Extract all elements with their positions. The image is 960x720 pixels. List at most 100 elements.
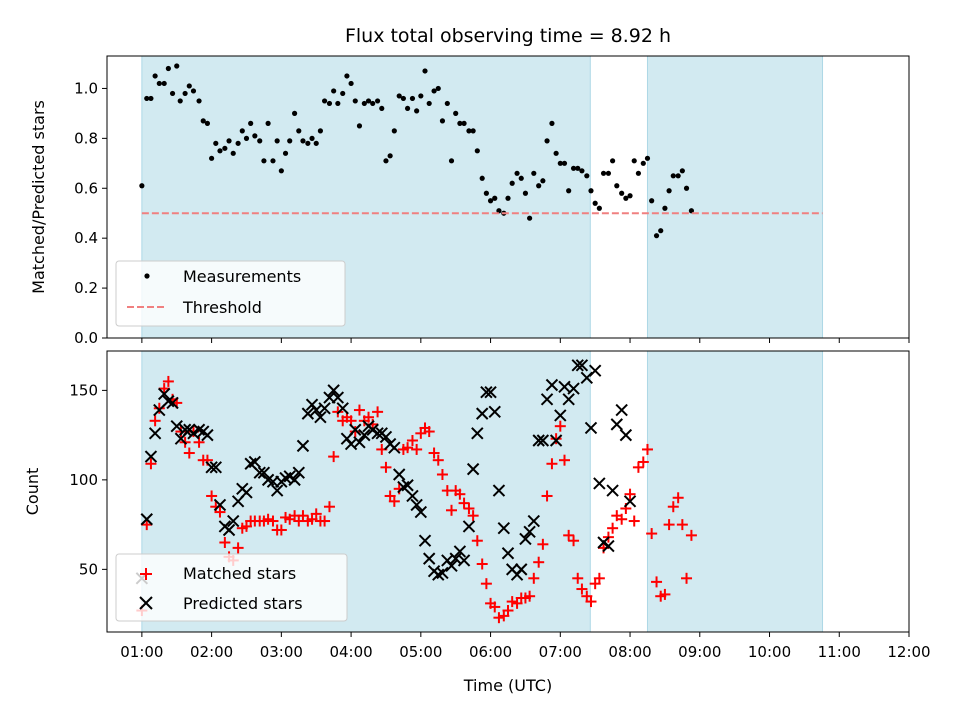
predicted-star-point: [466, 462, 480, 476]
measurement-point: [566, 188, 572, 194]
measurement-point: [161, 80, 167, 87]
predicted-star-point: [248, 455, 262, 469]
measurement-point: [335, 100, 341, 107]
predicted-star-point: [296, 439, 310, 453]
predicted-star-point: [619, 428, 633, 442]
measurement-point: [182, 90, 188, 97]
measurement-point: [248, 120, 254, 126]
measurement-point: [584, 173, 590, 179]
measurement-point: [431, 88, 437, 94]
predicted-star-point: [532, 434, 545, 447]
measurement-point: [252, 133, 258, 139]
measurement-point: [391, 128, 397, 134]
matched-star-point: [506, 596, 518, 608]
predicted-star-point: [227, 514, 240, 528]
measurement-point: [287, 138, 293, 144]
measurement-point: [675, 173, 681, 179]
matched-star-point: [489, 601, 501, 613]
observing-window-shading-bottom: [141, 350, 824, 633]
measurement-point: [688, 208, 695, 214]
measurement-point: [414, 108, 420, 114]
matched-star-point: [651, 576, 663, 588]
bottom-y-axis: 50 100 150: [69, 381, 107, 578]
matched-star-point: [463, 503, 475, 515]
matched-star-point: [493, 612, 505, 624]
top-axes-frame: [106, 55, 910, 339]
legend-measurements-marker: [144, 273, 150, 279]
measurement-point: [400, 95, 406, 102]
measurement-point: [492, 195, 498, 201]
measurement-point: [156, 80, 162, 87]
matched-star-point: [206, 490, 218, 502]
legend-matched-marker: [140, 568, 152, 580]
x-axis-label: Time (UTC): [463, 676, 552, 695]
matched-star-point: [480, 578, 492, 590]
predicted-star-point: [392, 468, 406, 481]
measurement-point: [265, 120, 271, 126]
predicted-star-point: [166, 396, 179, 410]
predicted-star-point: [140, 513, 153, 526]
measurement-point: [653, 233, 660, 239]
measurement-point: [270, 158, 276, 164]
measurement-point: [148, 95, 154, 102]
measurement-point: [222, 145, 228, 151]
predicted-star-point: [562, 393, 575, 406]
x-tick-label: 11:00: [818, 643, 861, 661]
matched-star-point: [162, 375, 174, 387]
measurement-point: [356, 123, 363, 129]
top-legend-box: [115, 260, 346, 327]
y-tick-label: 0.4: [74, 229, 98, 247]
predicted-star-point: [418, 534, 432, 547]
matched-star-point: [372, 406, 384, 418]
matched-star-point: [149, 415, 161, 427]
predicted-star-point: [475, 407, 489, 420]
measurement-point: [200, 118, 206, 124]
measurement-point: [383, 158, 389, 164]
measurement-point: [370, 100, 376, 107]
measurement-point: [174, 63, 180, 69]
matched-star-point: [153, 402, 165, 414]
predicted-star-point: [584, 421, 598, 435]
predicted-star-point: [406, 489, 419, 503]
measurement-point: [165, 65, 171, 72]
measurement-point: [435, 85, 441, 92]
predicted-star-point: [240, 486, 253, 499]
measurement-point: [300, 138, 306, 144]
predicted-star-point: [527, 514, 541, 528]
predicted-star-point: [148, 427, 162, 440]
measurement-point: [177, 98, 183, 104]
measurement-point: [213, 140, 219, 146]
measurement-point: [361, 100, 367, 107]
measurement-point: [509, 180, 515, 186]
predicted-star-point: [314, 411, 327, 424]
y-tick-label: 0.0: [74, 329, 98, 347]
measurement-point: [596, 205, 602, 211]
predicted-star-point: [497, 521, 511, 535]
measurement-point: [614, 183, 620, 189]
predicted-star-point: [453, 545, 467, 558]
measurement-point: [518, 175, 524, 181]
predicted-star-point: [462, 520, 476, 533]
matched-star-point: [406, 434, 418, 446]
measurement-point: [479, 175, 485, 181]
measurement-point: [152, 73, 158, 79]
measurement-point: [570, 165, 577, 171]
predicted-star-point: [602, 539, 615, 553]
predicted-star-point: [593, 477, 606, 490]
measurement-point: [531, 170, 537, 176]
x-tick-label: 04:00: [329, 643, 372, 661]
measurement-point: [649, 198, 655, 204]
matched-star-point: [388, 495, 400, 507]
predicted-star-point: [371, 427, 384, 440]
matched-star-point: [554, 420, 566, 432]
measurement-point: [605, 170, 612, 176]
observing-window: [646, 55, 824, 339]
measurement-point: [505, 195, 511, 201]
predicted-star-point: [554, 409, 567, 422]
measurement-point: [196, 98, 202, 104]
predicted-star-point: [610, 418, 624, 431]
predicted-star-point: [480, 385, 493, 399]
predicted-star-point: [515, 563, 528, 576]
matched-star-point: [568, 535, 580, 547]
measurement-point: [409, 95, 416, 102]
